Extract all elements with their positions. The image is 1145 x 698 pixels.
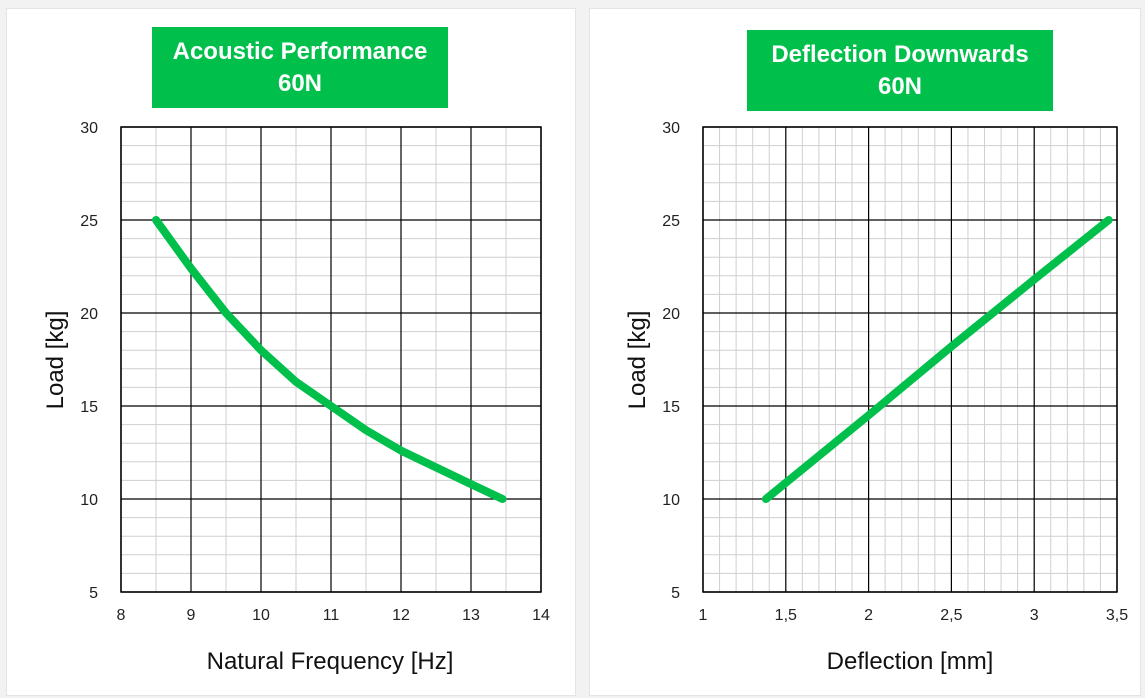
x-axis-title: Deflection [mm] <box>827 648 994 675</box>
x-tick-label: 3 <box>1030 607 1039 624</box>
chart-title-acoustic: Acoustic Performance 60N <box>152 27 448 108</box>
y-tick-label: 20 <box>662 306 680 323</box>
chart-title-deflection: Deflection Downwards 60N <box>747 30 1053 111</box>
plot-border <box>702 126 1118 593</box>
y-tick-label: 5 <box>89 585 98 602</box>
y-axis-title: Load [kg] <box>42 311 69 410</box>
x-tick-label: 1 <box>699 607 708 624</box>
x-tick-label: 14 <box>532 607 550 624</box>
y-tick-label: 25 <box>80 213 98 230</box>
y-tick-label: 5 <box>671 585 680 602</box>
x-tick-label: 2,5 <box>940 607 962 624</box>
y-tick-label: 10 <box>662 492 680 509</box>
series-line <box>761 216 1113 503</box>
x-tick-label: 13 <box>462 607 480 624</box>
chart-title-text: Acoustic Performance <box>172 37 428 65</box>
x-tick-label: 10 <box>252 607 270 624</box>
plot-area: 8 9 10 11 12 13 14 5 10 15 20 25 30 <box>80 120 550 624</box>
x-tick-label: 1,5 <box>775 607 797 624</box>
x-tick-label: 8 <box>117 607 126 624</box>
x-tick-label: 2 <box>864 607 873 624</box>
chart-subtitle-text: 60N <box>277 69 323 97</box>
x-tick-label: 11 <box>323 607 340 624</box>
y-tick-label: 20 <box>80 306 98 323</box>
chart-subtitle-text: 60N <box>877 72 923 100</box>
x-axis-title: Natural Frequency [Hz] <box>207 648 454 675</box>
y-axis-title: Load [kg] <box>624 311 651 410</box>
series-line <box>152 216 507 503</box>
x-tick-label: 9 <box>187 607 196 624</box>
y-tick-label: 10 <box>80 492 98 509</box>
y-tick-label: 25 <box>662 213 680 230</box>
y-tick-label: 30 <box>80 120 98 137</box>
x-tick-label: 12 <box>392 607 410 624</box>
y-tick-label: 15 <box>662 399 680 416</box>
y-tick-label: 15 <box>80 399 98 416</box>
plot-border <box>120 126 542 593</box>
y-tick-label: 30 <box>662 120 680 137</box>
chart-title-text: Deflection Downwards <box>771 40 1029 68</box>
plot-area: 1 1,5 2 2,5 3 3,5 5 10 15 20 25 30 <box>662 120 1128 624</box>
x-tick-label: 3,5 <box>1106 607 1128 624</box>
plot-background <box>703 127 1117 592</box>
